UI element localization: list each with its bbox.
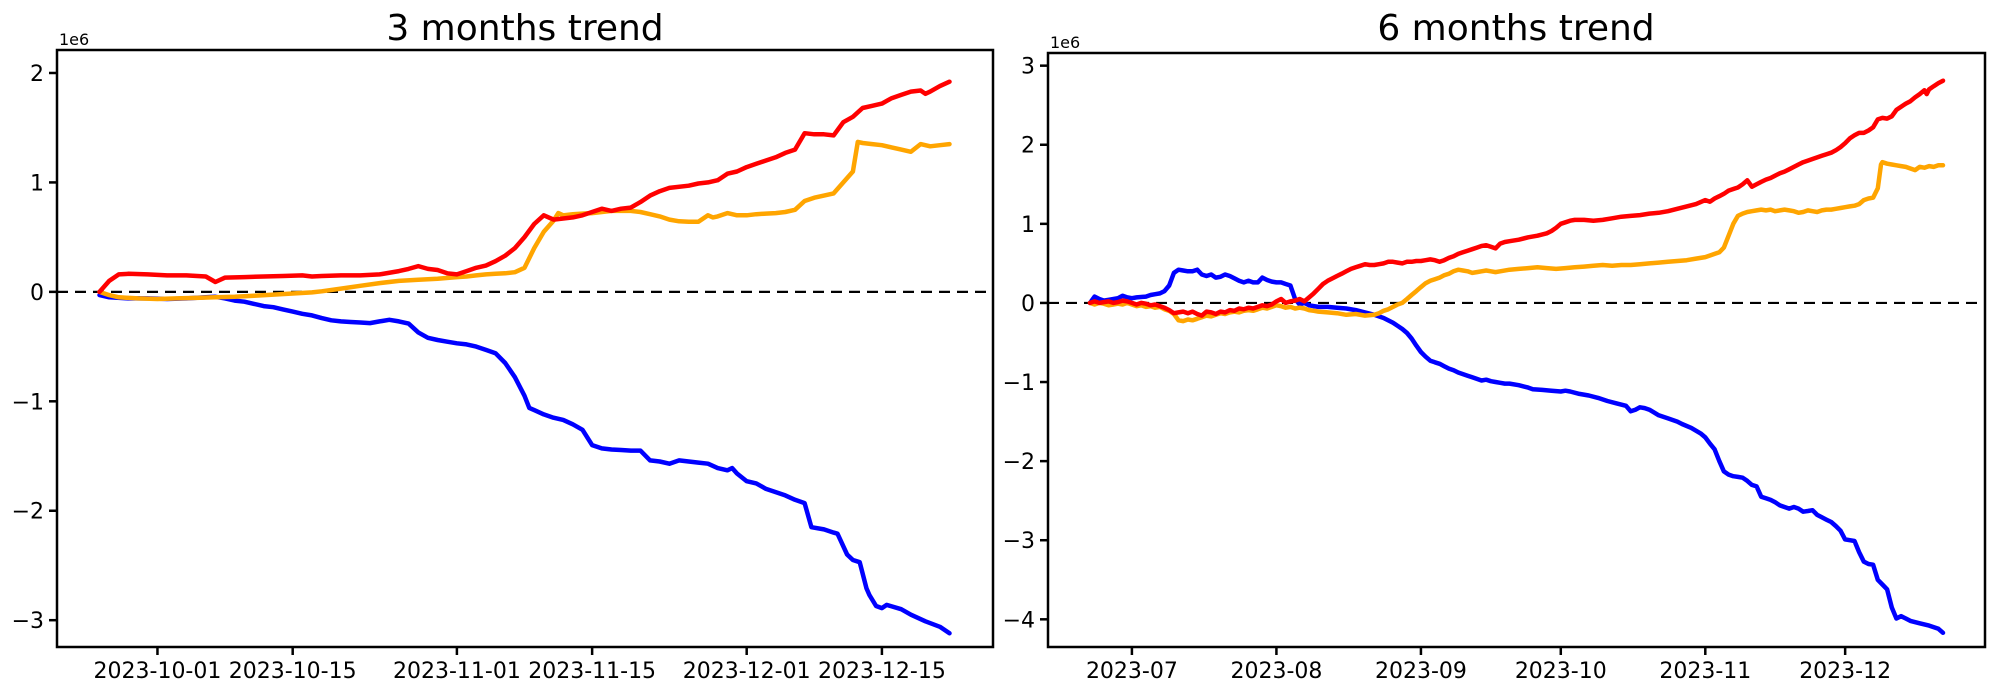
y-axis-tick-label: 1: [30, 171, 44, 196]
y-axis-tick-label: 0: [30, 281, 44, 306]
x-axis-tick-label: 2023-10: [1515, 659, 1607, 684]
y-axis-tick-label: −4: [1003, 608, 1035, 633]
series-blue-line: [97, 292, 952, 636]
x-axis-tick-label: 2023-11-15: [528, 659, 656, 684]
x-axis-tick-label: 2023-12-01: [683, 659, 811, 684]
x-axis-tick-label: 2023-10-01: [94, 659, 222, 684]
x-axis-tick-label: 2023-10-15: [229, 659, 357, 684]
y-axis-tick-label: −3: [1003, 529, 1035, 554]
y-axis-offset-label: 1e6: [59, 30, 89, 49]
series-blue-line: [1087, 267, 1946, 636]
y-axis-tick-label: 1: [1021, 213, 1035, 238]
chart-title-3-months: 3 months trend: [386, 8, 664, 49]
y-axis-tick-label: −1: [12, 390, 44, 415]
x-axis-tick-label: 2023-08: [1230, 659, 1322, 684]
x-axis-tick-label: 2023-12-15: [818, 659, 946, 684]
y-axis-tick-label: −2: [1003, 450, 1035, 475]
y-axis-tick-label: −3: [12, 609, 44, 634]
y-axis-tick-label: −1: [1003, 371, 1035, 396]
x-axis-tick-label: 2023-11-01: [393, 659, 521, 684]
y-axis-tick-label: 3: [1021, 55, 1035, 80]
x-axis-tick-label: 2023-12: [1799, 659, 1891, 684]
y-axis-offset-label: 1e6: [1050, 33, 1080, 52]
y-axis-tick-label: 2: [30, 62, 44, 87]
plot-border: [1046, 51, 1987, 649]
x-axis-tick-label: 2023-09: [1375, 659, 1467, 684]
plot-border: [55, 48, 995, 649]
chart-title-6-months: 6 months trend: [1377, 8, 1655, 49]
series-red-line: [97, 79, 952, 295]
series-red-line: [1087, 78, 1946, 318]
x-axis-tick-label: 2023-11: [1659, 659, 1751, 684]
series-orange-line: [1087, 159, 1946, 324]
y-axis-tick-label: 0: [1021, 292, 1035, 317]
y-axis-tick-label: 2: [1021, 134, 1035, 159]
y-axis-tick-label: −2: [12, 500, 44, 525]
x-axis-tick-label: 2023-07: [1086, 659, 1178, 684]
